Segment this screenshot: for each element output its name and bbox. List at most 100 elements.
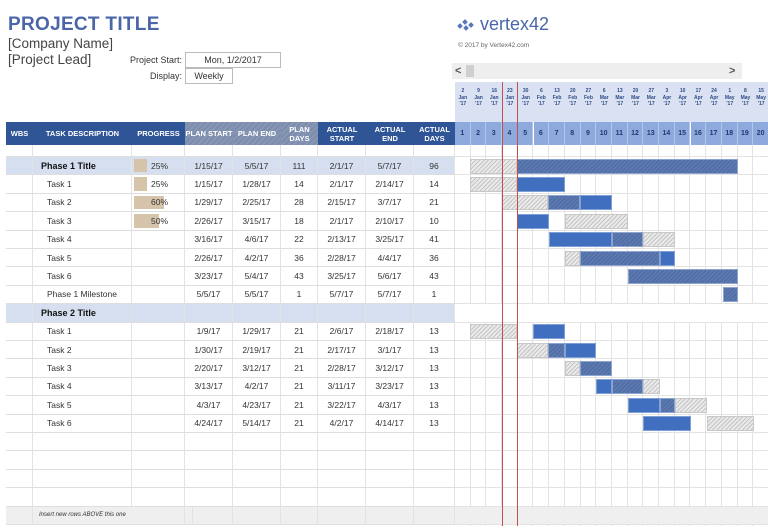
cell-actual-start[interactable] [318,304,366,322]
cell-plan-end[interactable]: 5/4/17 [233,267,281,285]
cell-wbs[interactable] [6,285,33,304]
plan-bar[interactable] [565,213,628,229]
cell-actual-end[interactable]: 5/6/17 [366,267,414,285]
cell-progress[interactable]: 25% [132,157,185,175]
actual-bar[interactable] [580,195,612,211]
task-row[interactable]: Task 3 50% 2/26/17 3/15/17 18 2/1/17 2/10/17 10 [6,212,455,231]
phase-row[interactable]: Phase 2 Title [6,304,455,323]
actual-bar[interactable] [643,416,691,432]
blank-row[interactable] [6,451,455,470]
cell-wbs[interactable] [6,157,33,175]
cell-actual-days[interactable]: 10 [414,212,455,230]
cell-plan-start[interactable] [185,433,233,451]
cell-plan-end[interactable] [233,304,281,322]
cell-actual-start[interactable] [318,488,366,506]
cell-wbs[interactable] [6,377,33,396]
cell-plan-start[interactable] [185,304,233,322]
phase-row[interactable]: Phase 1 Title 25% 1/15/17 5/5/17 111 2/1/17 5/… [6,157,455,176]
cell-plan-start[interactable]: 3/16/17 [185,230,233,248]
cell-actual-days[interactable]: 13 [414,341,455,359]
cell-progress[interactable] [132,433,185,451]
task-row[interactable]: Task 3 2/20/17 3/12/17 21 2/28/17 3/12/17 13 [6,359,455,378]
overlap-bar[interactable] [548,195,580,211]
task-row[interactable]: Task 6 4/24/17 5/14/17 21 4/2/17 4/14/17 13 [6,414,455,433]
task-row[interactable]: Task 4 3/13/17 4/2/17 21 3/11/17 3/23/17 13 [6,377,455,397]
cell-wbs[interactable] [6,212,33,230]
cell-actual-start[interactable] [318,469,366,488]
cell-plan-start[interactable]: 1/9/17 [185,322,233,340]
cell-name[interactable]: Task 5 [33,249,132,267]
cell-name[interactable]: Task 5 [33,396,132,414]
cell-progress[interactable]: 60% [132,193,185,212]
cell-name[interactable]: Task 4 [33,377,132,396]
cell-plan-days[interactable]: 21 [281,322,318,340]
cell-plan-start[interactable] [185,506,233,524]
display-select[interactable]: Weekly [185,68,233,84]
cell-wbs[interactable] [6,469,33,488]
cell-name[interactable] [33,433,132,451]
cell-actual-days[interactable] [414,488,455,506]
cell-name[interactable]: Task 6 [33,267,132,285]
cell-plan-days[interactable] [281,304,318,322]
cell-wbs[interactable] [6,359,33,377]
cell-plan-end[interactable]: 2/25/17 [233,193,281,212]
plan-bar[interactable] [643,379,660,395]
cell-plan-days[interactable]: 36 [281,249,318,267]
cell-progress[interactable] [132,322,185,340]
cell-plan-end[interactable]: 3/12/17 [233,359,281,377]
cell-name[interactable]: Task 3 [33,212,132,230]
cell-plan-start[interactable]: 2/26/17 [185,212,233,230]
cell-plan-days[interactable]: 22 [281,230,318,248]
cell-plan-start[interactable]: 1/15/17 [185,157,233,175]
cell-actual-days[interactable] [414,145,455,156]
plan-bar[interactable] [565,360,580,376]
actual-bar[interactable] [660,250,675,266]
cell-actual-end[interactable]: 4/3/17 [366,396,414,414]
cell-plan-end[interactable]: 3/15/17 [233,212,281,230]
cell-progress[interactable]: 50% [132,212,185,230]
actual-bar[interactable] [533,324,565,340]
cell-actual-start[interactable] [318,145,366,156]
overlap-bar[interactable] [612,232,643,248]
overlap-bar[interactable] [612,379,643,395]
task-row[interactable]: Task 1 25% 1/15/17 1/28/17 14 2/1/17 2/14/17 14 [6,175,455,194]
cell-actual-end[interactable]: 4/14/17 [366,414,414,432]
plan-bar[interactable] [643,232,675,248]
overlap-bar[interactable] [660,397,675,413]
cell-name[interactable] [33,488,132,506]
cell-plan-end[interactable] [233,145,281,156]
cell-progress[interactable] [132,304,185,322]
cell-plan-end[interactable]: 4/2/17 [233,249,281,267]
cell-actual-days[interactable]: 13 [414,396,455,414]
cell-actual-start[interactable]: 2/1/17 [318,212,366,230]
cell-plan-days[interactable]: 21 [281,359,318,377]
plan-bar[interactable] [675,397,707,413]
cell-plan-days[interactable]: 28 [281,193,318,212]
cell-plan-start[interactable] [185,451,233,469]
cell-plan-days[interactable] [281,469,318,488]
plan-bar[interactable] [707,416,754,432]
cell-actual-days[interactable]: 21 [414,193,455,212]
cell-plan-start[interactable]: 1/29/17 [185,193,233,212]
cell-name[interactable]: Task 3 [33,359,132,377]
cell-actual-end[interactable]: 4/4/17 [366,249,414,267]
task-row[interactable]: Phase 1 Milestone 5/5/17 5/5/17 1 5/7/17 5/7/… [6,285,455,305]
cell-actual-start[interactable] [318,433,366,451]
cell-actual-days[interactable]: 96 [414,157,455,175]
cell-plan-days[interactable]: 18 [281,212,318,230]
cell-progress[interactable] [132,506,185,524]
cell-name[interactable]: Insert new rows ABOVE this one [33,506,193,524]
cell-wbs[interactable] [6,488,33,506]
cell-actual-days[interactable]: 13 [414,359,455,377]
vertex42-logo[interactable]: vertex42 [457,14,549,35]
cell-wbs[interactable] [6,145,33,156]
cell-progress[interactable] [132,414,185,432]
cell-actual-end[interactable]: 3/12/17 [366,359,414,377]
cell-plan-start[interactable]: 4/3/17 [185,396,233,414]
cell-actual-start[interactable] [318,451,366,469]
cell-wbs[interactable] [6,175,33,193]
cell-actual-days[interactable] [414,304,455,322]
cell-name[interactable]: Phase 2 Title [33,304,132,322]
plan-bar[interactable] [470,324,517,340]
cell-plan-days[interactable]: 21 [281,341,318,359]
